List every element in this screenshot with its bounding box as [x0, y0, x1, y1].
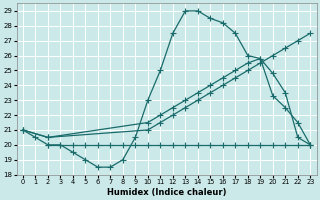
X-axis label: Humidex (Indice chaleur): Humidex (Indice chaleur): [107, 188, 226, 197]
